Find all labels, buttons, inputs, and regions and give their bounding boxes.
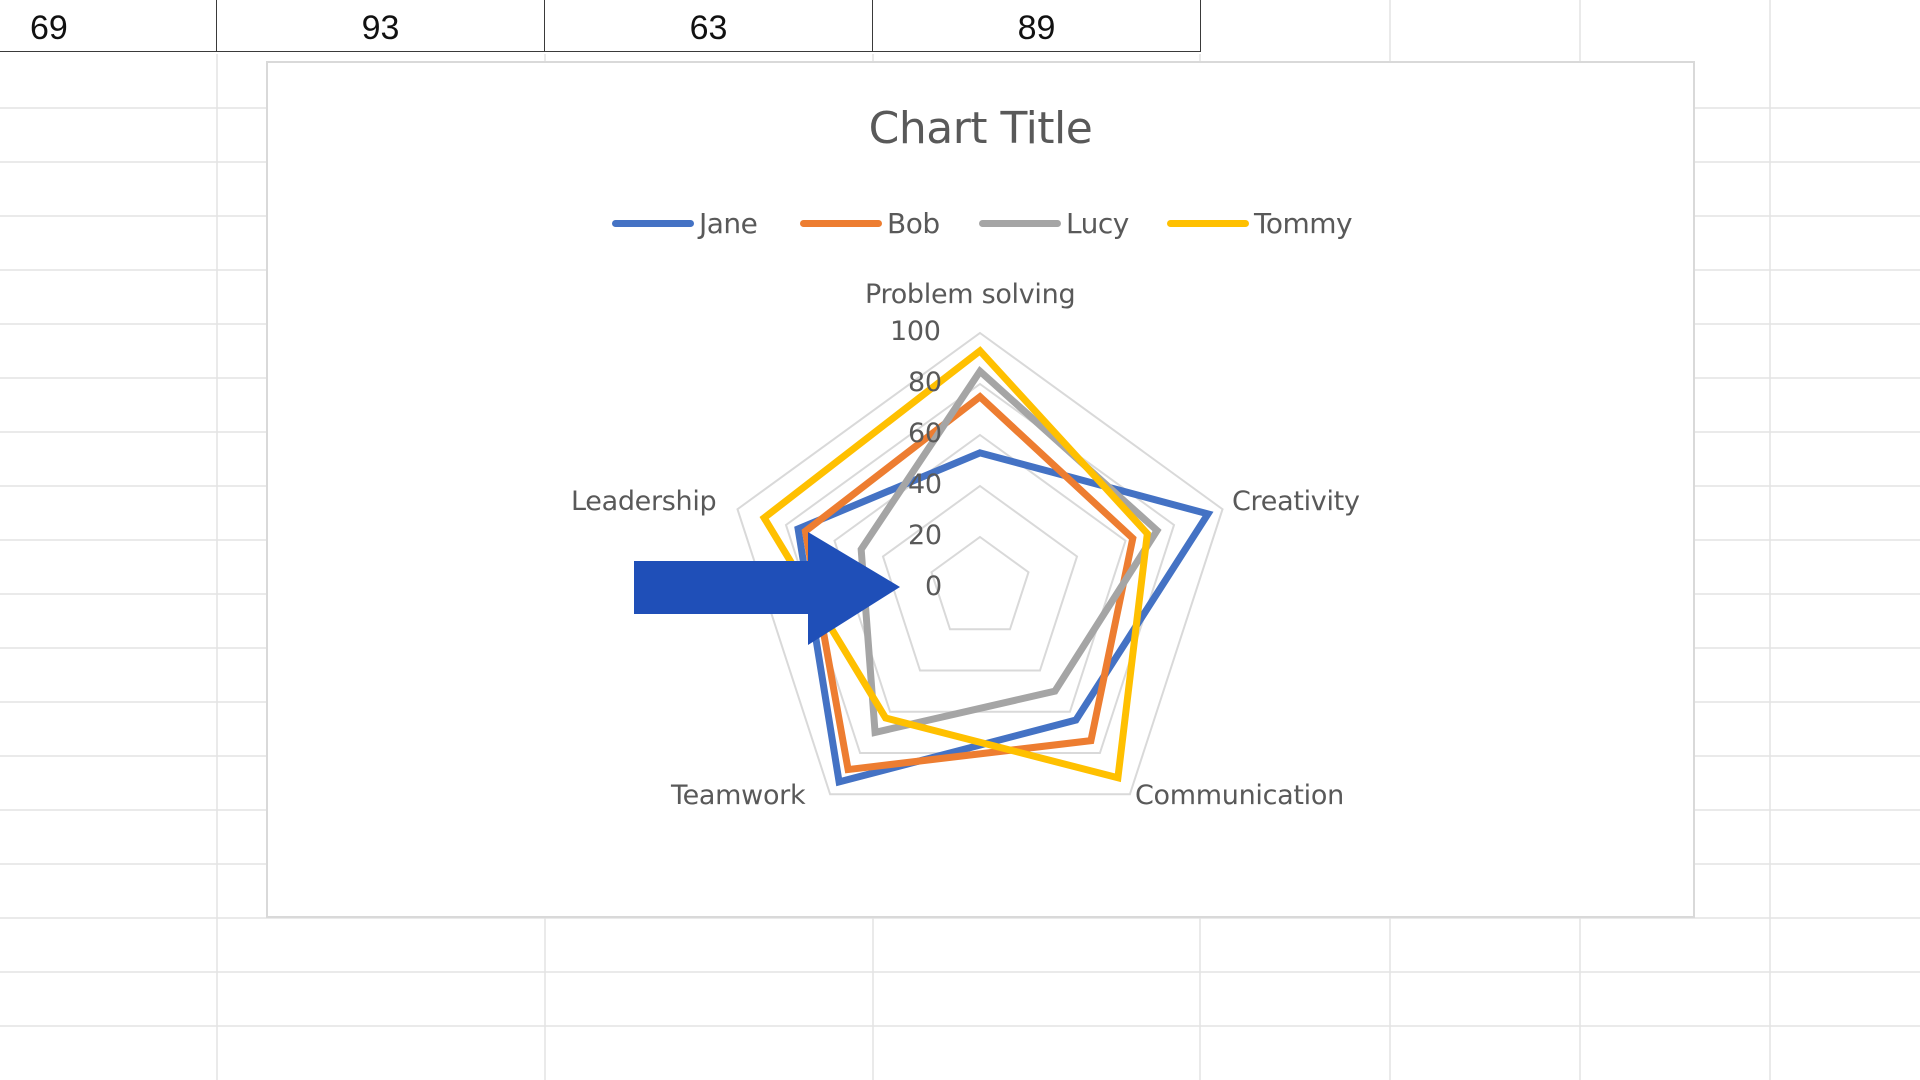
tick-label-0: 0 [925,571,942,602]
legend-label: Lucy [1066,206,1129,240]
series-line-lucy[interactable] [857,365,1162,737]
cell[interactable]: 63 [545,0,873,52]
legend-swatch [800,219,882,227]
legend-label: Tommy [1254,206,1353,240]
series-line-bob[interactable] [801,392,1137,774]
cell[interactable]: 89 [873,0,1201,52]
cell[interactable]: 69 [0,0,217,52]
tick-label-60: 60 [908,418,942,449]
axis-label-communication: Communication [1135,780,1344,811]
tick-label-40: 40 [908,469,942,500]
tick-label-20: 20 [908,520,942,551]
radar-chart[interactable]: Chart Title Jane Bob Lucy Tommy [266,61,1695,918]
tick-label-100: 100 [890,316,941,347]
legend-label: Jane [699,206,758,240]
chart-title[interactable]: Chart Title [868,103,1093,154]
tick-label-80: 80 [908,367,942,398]
axis-label-teamwork: Teamwork [671,780,806,811]
series-line-tommy[interactable] [759,346,1152,783]
legend-swatch [612,219,694,227]
cell[interactable]: 93 [217,0,545,52]
legend-item-tommy[interactable]: Tommy [1167,203,1353,243]
legend-swatch [979,219,1061,227]
legend-item-bob[interactable]: Bob [800,203,940,243]
legend-label: Bob [887,206,940,240]
legend-swatch [1167,219,1249,227]
chart-legend[interactable]: Jane Bob Lucy Tommy [268,203,1693,243]
axis-label-creativity: Creativity [1232,486,1360,517]
axis-label-leadership: Leadership [571,486,717,517]
legend-item-lucy[interactable]: Lucy [979,203,1129,243]
legend-item-jane[interactable]: Jane [612,203,758,243]
axis-label-problem-solving: Problem solving [865,279,1076,310]
